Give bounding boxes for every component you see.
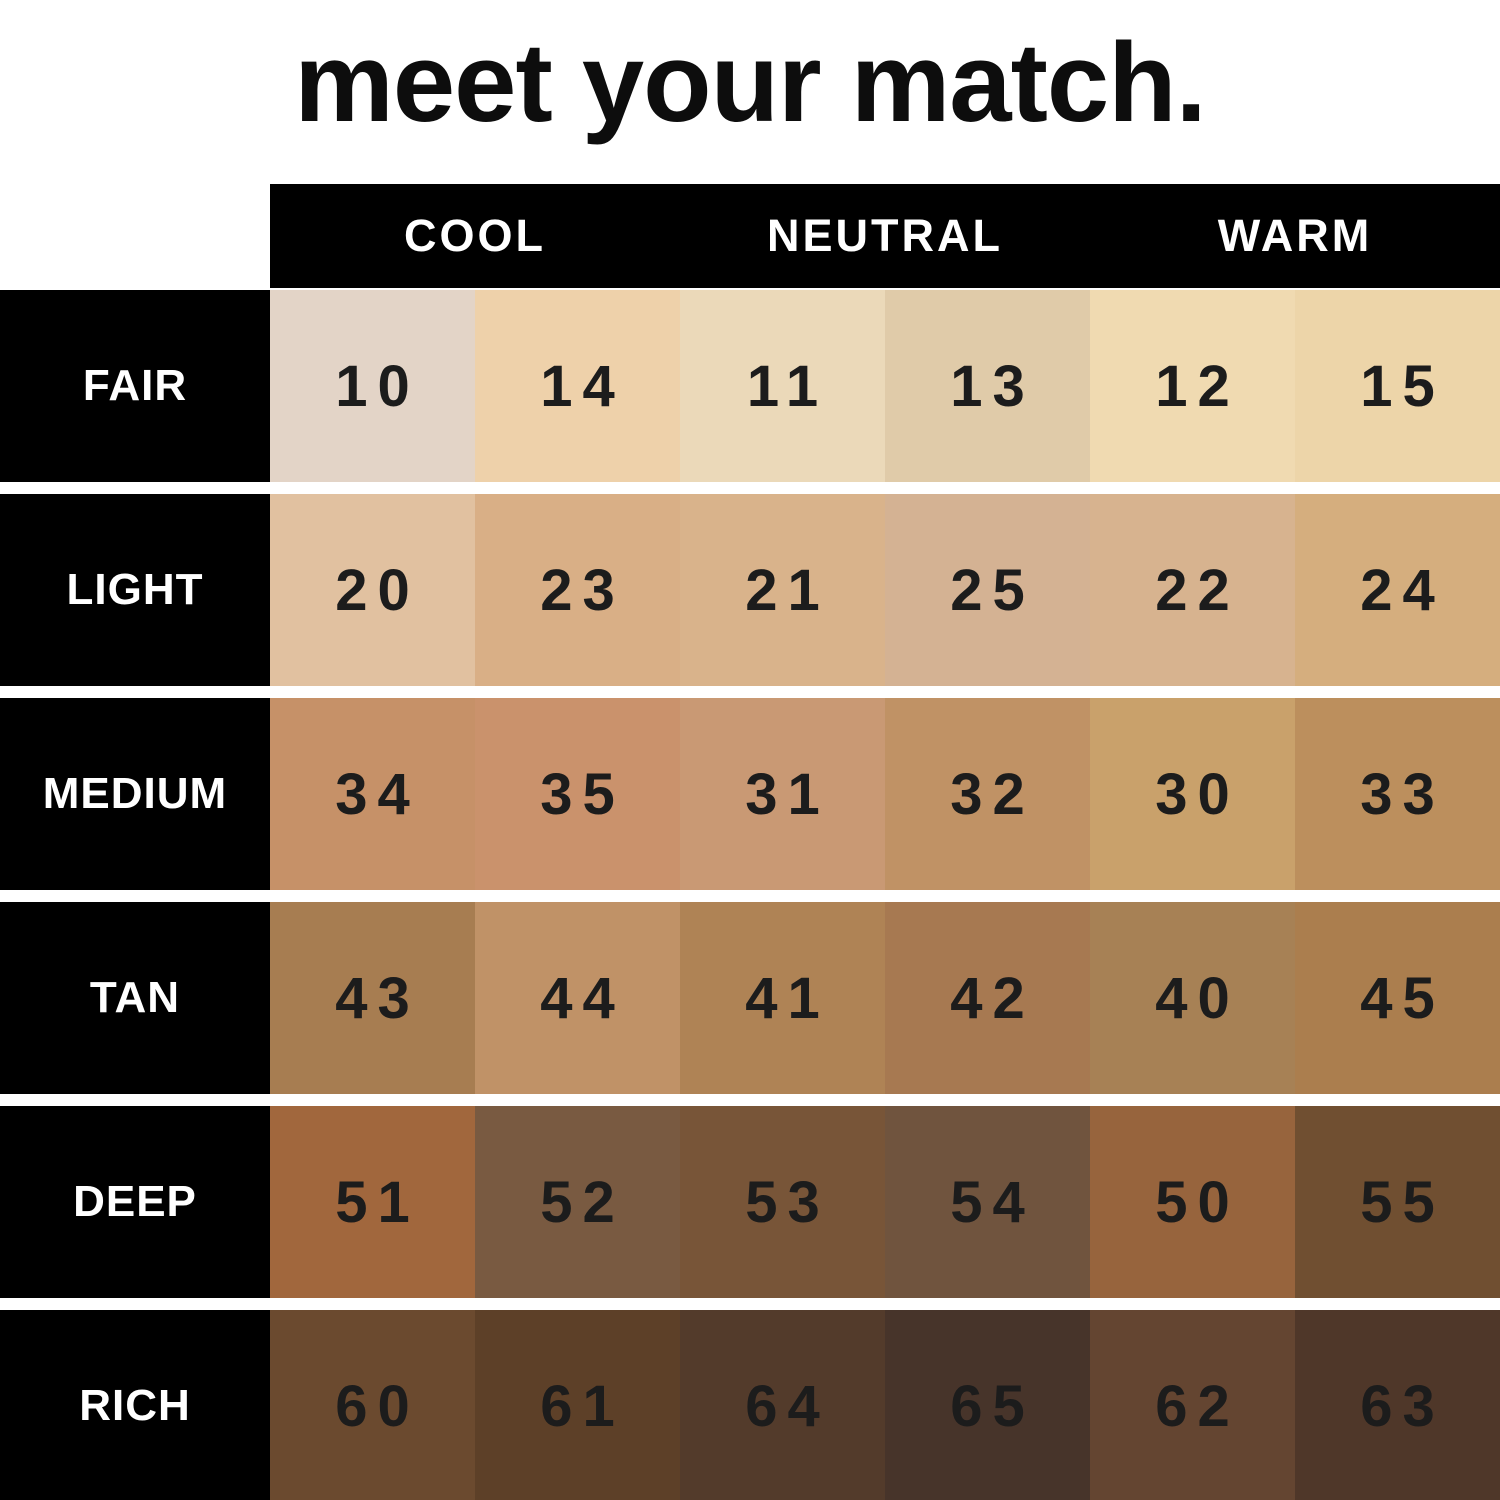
shade-swatch: 63: [1295, 1310, 1500, 1500]
shade-swatch: 13: [885, 290, 1090, 482]
row-label-deep: DEEP: [0, 1106, 270, 1298]
column-group-cool: COOL: [404, 210, 546, 261]
shade-number: 50: [1155, 1169, 1240, 1235]
shade-swatch: 44: [475, 902, 680, 1094]
shade-number: 13: [950, 353, 1035, 419]
shade-number: 35: [540, 761, 625, 827]
shade-number: 32: [950, 761, 1035, 827]
shade-number: 53: [745, 1169, 830, 1235]
row-label-light: LIGHT: [0, 494, 270, 686]
shade-swatch: 54: [885, 1106, 1090, 1298]
shade-number: 24: [1360, 557, 1445, 623]
shade-swatch: 62: [1090, 1310, 1295, 1500]
shade-number: 55: [1360, 1169, 1445, 1235]
shade-number: 21: [745, 557, 830, 623]
shade-swatch: 12: [1090, 290, 1295, 482]
row-label-rich: RICH: [0, 1310, 270, 1500]
shade-number: 61: [540, 1373, 625, 1439]
shade-swatch: 41: [680, 902, 885, 1094]
shade-row-tan: TAN 43 44 41 42 40 45: [0, 902, 1500, 1094]
shade-swatch: 23: [475, 494, 680, 686]
shade-number: 42: [950, 965, 1035, 1031]
shade-number: 65: [950, 1373, 1035, 1439]
row-label-medium: MEDIUM: [0, 698, 270, 890]
shade-swatch: 64: [680, 1310, 885, 1500]
shade-swatch: 14: [475, 290, 680, 482]
shade-swatch: 20: [270, 494, 475, 686]
shade-swatch: 50: [1090, 1106, 1295, 1298]
shade-swatch: 35: [475, 698, 680, 890]
shade-number: 43: [335, 965, 420, 1031]
shade-number: 60: [335, 1373, 420, 1439]
shade-row-light: LIGHT 20 23 21 25 22 24: [0, 494, 1500, 686]
shade-number: 12: [1155, 353, 1240, 419]
shade-number: 33: [1360, 761, 1445, 827]
shade-number: 31: [745, 761, 830, 827]
shade-number: 41: [745, 965, 830, 1031]
shade-swatch: 10: [270, 290, 475, 482]
shade-number: 51: [335, 1169, 420, 1235]
shade-swatch: 11: [680, 290, 885, 482]
shade-swatch: 33: [1295, 698, 1500, 890]
shade-swatch: 65: [885, 1310, 1090, 1500]
shade-number: 54: [950, 1169, 1035, 1235]
shade-row-deep: DEEP 51 52 53 54 50 55: [0, 1106, 1500, 1298]
shade-swatch: 34: [270, 698, 475, 890]
shade-swatch: 42: [885, 902, 1090, 1094]
shade-number: 45: [1360, 965, 1445, 1031]
shade-number: 63: [1360, 1373, 1445, 1439]
shade-swatch: 30: [1090, 698, 1295, 890]
shade-number: 64: [745, 1373, 830, 1439]
shade-swatch: 25: [885, 494, 1090, 686]
shade-swatch: 60: [270, 1310, 475, 1500]
shade-number: 15: [1360, 353, 1445, 419]
shade-number: 23: [540, 557, 625, 623]
shade-swatch: 53: [680, 1106, 885, 1298]
row-label-tan: TAN: [0, 902, 270, 1094]
shade-number: 52: [540, 1169, 625, 1235]
column-group-warm: WARM: [1217, 210, 1373, 261]
shade-number: 10: [335, 353, 420, 419]
row-label-fair: FAIR: [0, 290, 270, 482]
shade-swatch: 61: [475, 1310, 680, 1500]
shade-number: 44: [540, 965, 625, 1031]
shade-number: 30: [1155, 761, 1240, 827]
shade-swatch: 22: [1090, 494, 1295, 686]
shade-swatch: 55: [1295, 1106, 1500, 1298]
shade-swatch: 21: [680, 494, 885, 686]
shade-number: 20: [335, 557, 420, 623]
shade-number: 22: [1155, 557, 1240, 623]
shade-number: 62: [1155, 1373, 1240, 1439]
shade-rows: FAIR 10 14 11 13 12 15 LIGHT 20 23 21 25…: [0, 290, 1500, 1500]
shade-swatch: 32: [885, 698, 1090, 890]
column-group-neutral: NEUTRAL: [767, 210, 1003, 261]
shade-swatch: 15: [1295, 290, 1500, 482]
shade-number: 40: [1155, 965, 1240, 1031]
shade-swatch: 45: [1295, 902, 1500, 1094]
shade-row-medium: MEDIUM 34 35 31 32 30 33: [0, 698, 1500, 890]
page-title: meet your match.: [294, 20, 1206, 145]
shade-swatch: 24: [1295, 494, 1500, 686]
shade-swatch: 40: [1090, 902, 1295, 1094]
shade-swatch: 52: [475, 1106, 680, 1298]
shade-swatch: 43: [270, 902, 475, 1094]
shade-number: 25: [950, 557, 1035, 623]
shade-row-fair: FAIR 10 14 11 13 12 15: [0, 290, 1500, 482]
shade-number: 14: [540, 353, 625, 419]
shade-row-rich: RICH 60 61 64 65 62 63: [0, 1310, 1500, 1500]
shade-swatch: 31: [680, 698, 885, 890]
undertone-header-bar: COOL NEUTRAL WARM: [270, 184, 1500, 288]
shade-swatch: 51: [270, 1106, 475, 1298]
shade-number: 11: [746, 353, 829, 419]
shade-number: 34: [335, 761, 420, 827]
